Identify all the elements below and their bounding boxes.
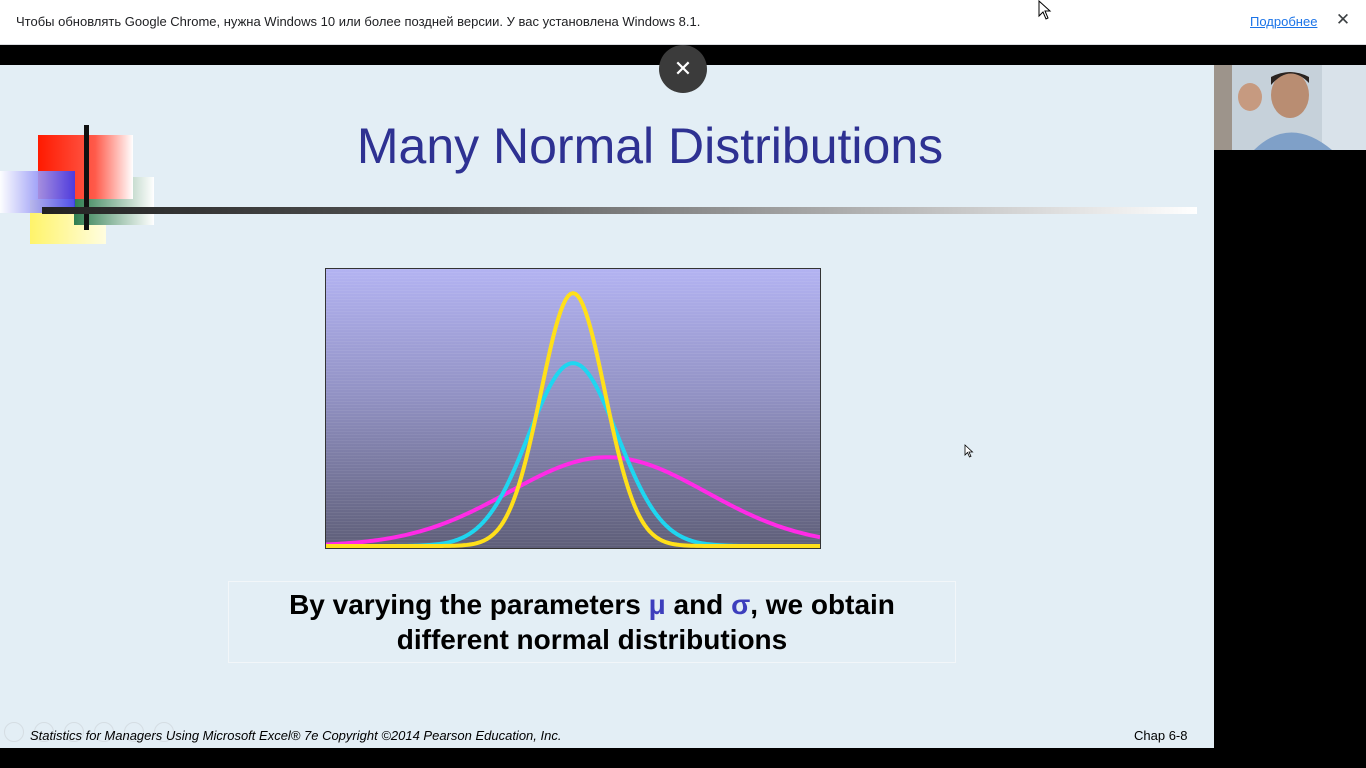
- caption-text: , we obtain: [750, 589, 895, 620]
- infobar-close-icon[interactable]: ✕: [1335, 10, 1351, 29]
- prev-slide-button[interactable]: [4, 722, 24, 742]
- webcam-video-thumbnail[interactable]: [1214, 65, 1366, 150]
- nav-button[interactable]: [34, 722, 54, 742]
- infobar-message: Чтобы обновлять Google Chrome, нужна Win…: [16, 14, 701, 29]
- nav-button[interactable]: [64, 722, 84, 742]
- distribution-curve-1: [326, 455, 820, 547]
- update-infobar: Чтобы обновлять Google Chrome, нужна Win…: [0, 0, 1366, 45]
- caption-text: By varying the parameters: [289, 589, 649, 620]
- slide-caption: By varying the parameters μ and σ, we ob…: [228, 581, 956, 663]
- mouse-cursor-icon: [1038, 0, 1052, 20]
- learn-more-link[interactable]: Подробнее: [1250, 14, 1318, 29]
- slide-nav-controls: [4, 722, 174, 742]
- sigma-symbol: σ: [731, 589, 751, 620]
- nav-button[interactable]: [94, 722, 114, 742]
- normal-distributions-chart: [325, 268, 821, 549]
- next-slide-button[interactable]: [154, 722, 174, 742]
- slide-footer-copyright: Statistics for Managers Using Microsoft …: [30, 728, 562, 743]
- taskbar-strip: [0, 748, 1366, 768]
- slide-number: Chap 6-8: [1134, 728, 1188, 743]
- presentation-slide: Many Normal Distributions By varying the…: [0, 65, 1214, 748]
- decorative-squares-logo: [0, 125, 154, 244]
- caption-line-2: different normal distributions: [396, 624, 788, 655]
- mouse-pointer-icon: [964, 444, 974, 458]
- slide-title: Many Normal Distributions: [356, 118, 944, 174]
- close-overlay-button[interactable]: ✕: [659, 45, 707, 93]
- distribution-curve-3: [326, 291, 820, 548]
- title-divider: [42, 207, 1197, 214]
- nav-button[interactable]: [124, 722, 144, 742]
- presenter-avatar: [1214, 65, 1366, 150]
- mu-symbol: μ: [648, 589, 666, 620]
- caption-text: and: [665, 589, 732, 620]
